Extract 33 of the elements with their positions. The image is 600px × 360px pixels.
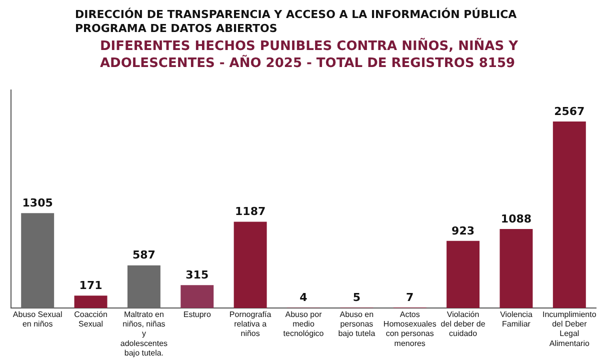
data-label: 923 — [452, 224, 475, 238]
bar — [446, 240, 480, 308]
data-label: 1088 — [500, 212, 532, 226]
bar — [234, 222, 267, 308]
data-label: 1187 — [235, 205, 266, 218]
data-label: 587 — [132, 248, 156, 262]
text: DIRECCIÓN DE TRANSPARENCIA Y ACCESO A LA INFORMACIÓN PÚBLICA — [75, 8, 517, 22]
x-tick-label: Incumplimiento del Deber Legal Alimentario — [542, 310, 597, 348]
data-label: 5 — [352, 290, 361, 304]
x-tick-label: Estupro — [183, 310, 212, 320]
x-tick-label: Violencia Familiar — [500, 310, 533, 329]
data-label: 7 — [406, 290, 414, 304]
bar — [127, 265, 160, 308]
x-tick-label: Actos Homosexuales con personas menores — [383, 310, 436, 348]
bar — [74, 296, 108, 308]
data-label: 1305 — [22, 196, 53, 210]
bar — [500, 228, 533, 308]
bar — [21, 213, 54, 308]
bar — [180, 285, 214, 308]
chart-title: DIFERENTES HECHOS PUNIBLES CONTRA NIÑOS, NIÑAS Y ADOLESCENTES - AÑO 2025 - TOTAL DE REGISTROS 8159 — [100, 38, 520, 72]
x-tick-label: Pornografía relativa a niños — [229, 310, 272, 338]
x-tick-label: Abuso en personas bajo tutela — [338, 310, 376, 338]
bar — [552, 121, 586, 308]
x-tick-label: Maltrato en niños, niñas y adolescentes bajo tutela. — [120, 310, 168, 358]
x-tick-label: Violación del deber de cuidado — [440, 310, 486, 338]
data-label: 4 — [300, 291, 308, 304]
data-label: 315 — [186, 268, 209, 282]
text: PROGRAMA DE DATOS ABIERTOS — [75, 22, 278, 36]
x-tick-label: Abuso Sexual en niños — [12, 310, 62, 329]
x-tick-label: Abuso por medio tecnológico — [283, 310, 324, 338]
x-tick-label: Coacción Sexual — [74, 310, 108, 329]
data-label: 2567 — [554, 104, 585, 118]
data-label: 171 — [79, 278, 102, 292]
